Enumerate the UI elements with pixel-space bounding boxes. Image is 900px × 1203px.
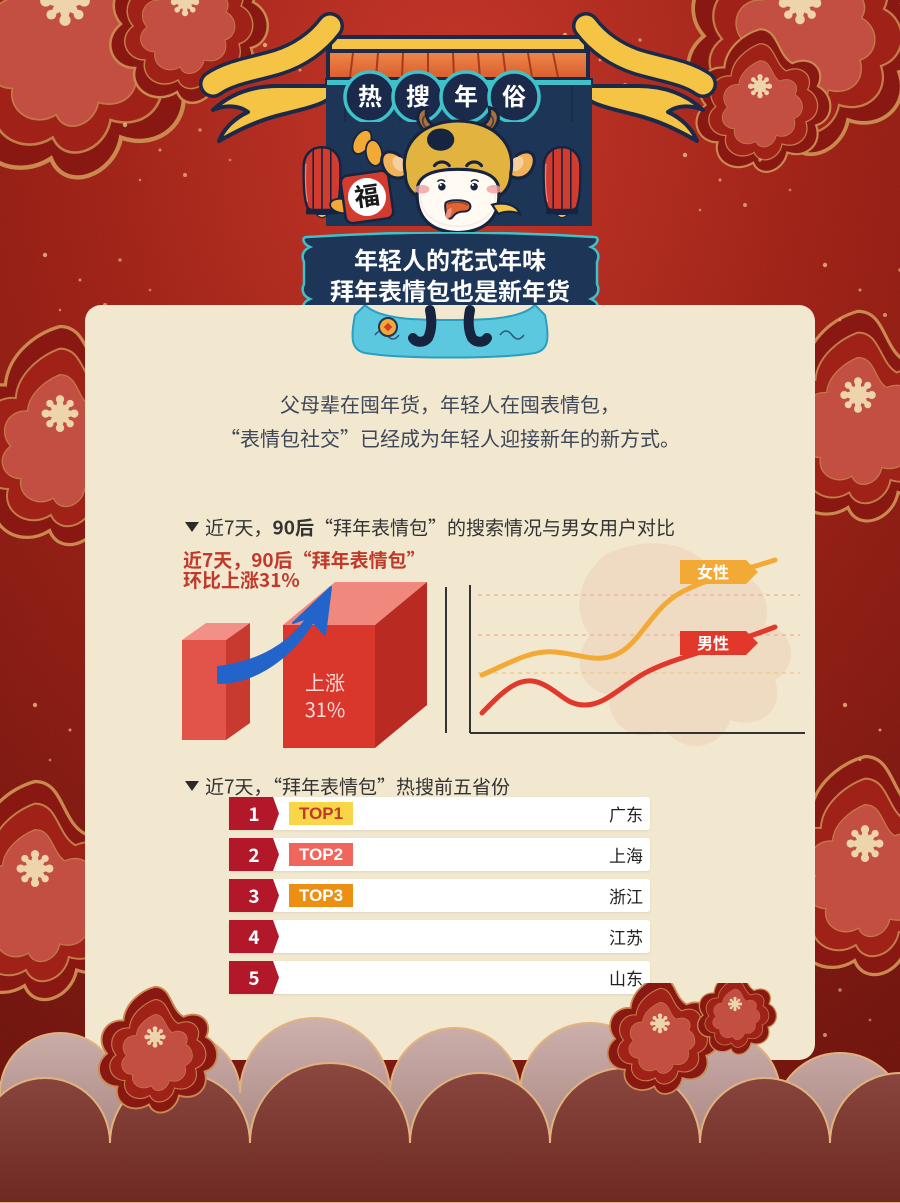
svg-text:拜年表情包也是新年货: 拜年表情包也是新年货 [330,272,570,307]
svg-text:年轻人的花式年味: 年轻人的花式年味 [354,241,546,276]
svg-text:31%: 31% [305,694,346,723]
svg-text:上涨: 上涨 [305,667,345,696]
svg-text:男性: 男性 [697,630,729,654]
svg-text:女性: 女性 [697,559,729,583]
svg-text:环比上涨31%: 环比上涨31% [183,566,300,593]
svg-text:福: 福 [352,175,382,214]
